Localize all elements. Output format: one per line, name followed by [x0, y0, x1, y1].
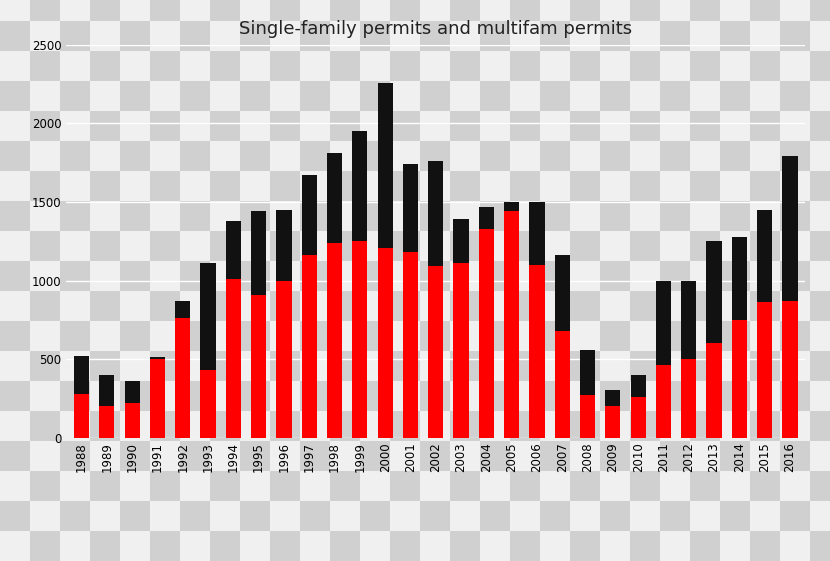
Bar: [580, 350, 595, 395]
Bar: [732, 237, 747, 320]
Bar: [428, 161, 443, 266]
Bar: [453, 219, 469, 263]
Bar: [605, 390, 621, 406]
Bar: [251, 211, 266, 295]
Bar: [403, 164, 418, 252]
Legend: Single-Fam, 2-units or more: Single-Fam, 2-units or more: [317, 558, 554, 561]
Bar: [276, 280, 291, 438]
Bar: [681, 280, 696, 359]
Bar: [301, 255, 317, 438]
Bar: [403, 252, 418, 438]
Bar: [554, 255, 570, 331]
Bar: [706, 241, 721, 343]
Bar: [301, 175, 317, 255]
Bar: [327, 153, 342, 243]
Bar: [226, 221, 241, 279]
Bar: [100, 406, 115, 438]
Bar: [732, 320, 747, 438]
Bar: [479, 206, 494, 229]
Bar: [631, 397, 646, 438]
Bar: [428, 266, 443, 438]
Bar: [530, 265, 544, 438]
Bar: [378, 82, 393, 247]
Bar: [580, 395, 595, 438]
Bar: [201, 263, 216, 370]
Bar: [276, 210, 291, 280]
Bar: [251, 295, 266, 438]
Bar: [100, 375, 115, 406]
Bar: [352, 241, 368, 438]
Bar: [124, 403, 139, 438]
Bar: [605, 406, 621, 438]
Bar: [453, 263, 469, 438]
Bar: [479, 229, 494, 438]
Bar: [656, 365, 671, 438]
Bar: [681, 359, 696, 438]
Bar: [554, 331, 570, 438]
Bar: [74, 394, 89, 438]
Bar: [504, 211, 520, 438]
Bar: [656, 280, 671, 365]
Bar: [175, 301, 190, 318]
Bar: [706, 343, 721, 438]
Bar: [74, 356, 89, 394]
Bar: [378, 247, 393, 438]
Bar: [783, 301, 798, 438]
Bar: [757, 210, 772, 302]
Bar: [631, 375, 646, 397]
Bar: [150, 357, 165, 359]
Bar: [124, 381, 139, 403]
Title: Single-family permits and multifam permits: Single-family permits and multifam permi…: [239, 20, 632, 38]
Bar: [352, 131, 368, 241]
Bar: [226, 279, 241, 438]
Bar: [530, 202, 544, 265]
Bar: [201, 370, 216, 438]
Bar: [783, 157, 798, 301]
Bar: [150, 359, 165, 438]
Bar: [504, 202, 520, 211]
Bar: [175, 318, 190, 438]
Bar: [757, 302, 772, 438]
Bar: [327, 243, 342, 438]
